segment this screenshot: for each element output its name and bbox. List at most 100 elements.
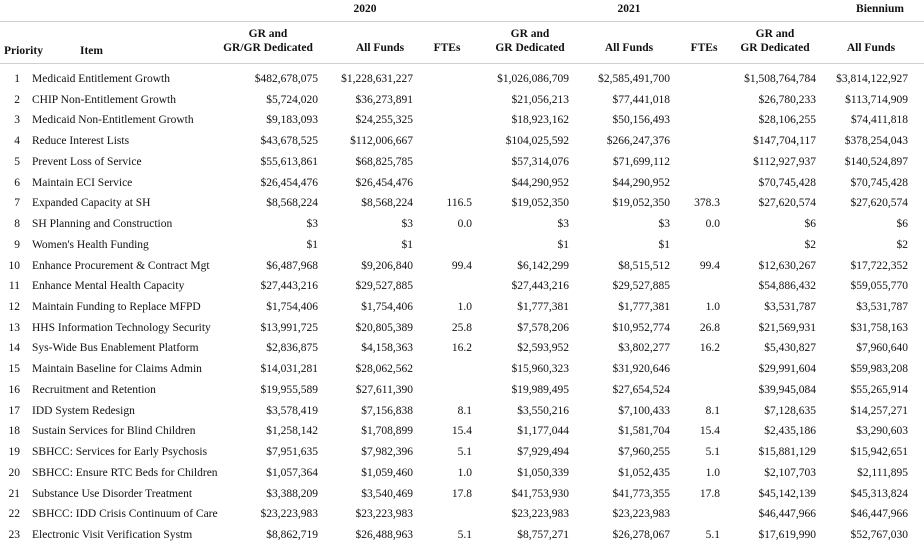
amount-cell: $70,745,428 [850, 176, 909, 189]
amount-cell: 5.1 [705, 529, 720, 542]
amount-cell: $13,991,725 [260, 321, 319, 334]
amount-cell: $378,254,043 [844, 135, 908, 148]
header-rule [0, 21, 924, 22]
amount-cell: $3,550,216 [517, 404, 569, 417]
priority-number: 11 [8, 280, 20, 293]
amount-cell: $41,773,355 [612, 487, 671, 500]
amount-cell: $1,754,406 [266, 301, 318, 314]
amount-cell: 378.3 [694, 197, 720, 210]
amount-cell: $39,945,084 [758, 383, 817, 396]
amount-cell: $14,257,271 [850, 404, 909, 417]
amount-cell: $7,100,433 [618, 404, 670, 417]
amount-cell: $1,026,086,709 [497, 73, 569, 85]
amount-cell: 17.8 [699, 487, 720, 500]
amount-cell: $1,777,381 [517, 301, 569, 314]
amount-cell: $482,678,075 [254, 73, 318, 85]
amount-cell: $46,447,966 [850, 508, 909, 521]
amount-cell: $1,057,364 [266, 466, 318, 479]
column-header: FTEs [690, 42, 718, 54]
amount-cell: $8,515,512 [618, 259, 670, 272]
amount-cell: $21,056,213 [511, 93, 570, 106]
amount-cell: 8.1 [705, 404, 720, 417]
amount-cell: 116.5 [446, 197, 472, 210]
item-name: Women's Health Funding [32, 238, 149, 251]
item-name: Medicaid Non-Entitlement Growth [32, 114, 194, 127]
amount-cell: 16.2 [699, 342, 720, 355]
amount-cell: $45,313,824 [850, 487, 909, 500]
item-name: Expanded Capacity at SH [32, 197, 151, 210]
item-name: HHS Information Technology Security [32, 321, 211, 334]
amount-cell: $21,569,931 [758, 321, 817, 334]
amount-cell: $46,447,966 [758, 508, 817, 521]
amount-cell: 5.1 [705, 446, 720, 459]
amount-cell: 5.1 [457, 446, 472, 459]
amount-cell: $26,454,476 [260, 176, 319, 189]
amount-cell: $7,578,206 [517, 321, 569, 334]
amount-cell: $4,158,363 [361, 342, 413, 355]
amount-cell: $104,025,592 [505, 135, 569, 148]
amount-cell: $7,960,640 [856, 342, 908, 355]
amount-cell: $8,568,224 [266, 197, 318, 210]
item-name: Maintain Funding to Replace MFPD [32, 301, 201, 314]
item-name: SBHCC: IDD Crisis Continuum of Care [32, 508, 218, 521]
priority-number: 6 [14, 176, 20, 189]
amount-cell: $6,487,968 [266, 259, 318, 272]
amount-cell: $15,942,651 [850, 446, 909, 459]
amount-cell: $1,508,764,784 [744, 73, 816, 85]
amount-cell: $2 [804, 238, 817, 251]
priority-number: 5 [14, 155, 20, 168]
amount-cell: $17,722,352 [850, 259, 909, 272]
column-header: GR Dedicated [495, 42, 565, 54]
item-name: Enhance Mental Health Capacity [32, 280, 185, 293]
amount-cell: $3,531,787 [856, 301, 908, 314]
amount-cell: $20,805,389 [355, 321, 414, 334]
priority-number: 22 [8, 508, 21, 521]
amount-cell: 0.0 [705, 218, 720, 231]
amount-cell: $3,802,277 [618, 342, 670, 355]
column-header: GR Dedicated [740, 42, 810, 54]
amount-cell: $31,758,163 [850, 321, 909, 334]
amount-cell: $19,052,350 [612, 197, 671, 210]
item-name: Enhance Procurement & Contract Mgt [32, 259, 210, 272]
header-rule [0, 63, 924, 64]
item-name: SBHCC: Services for Early Psychosis [32, 446, 208, 459]
amount-cell: $26,278,067 [612, 529, 671, 542]
amount-cell: $74,411,818 [850, 114, 908, 127]
amount-cell: $29,527,885 [355, 280, 414, 293]
amount-cell: $2,111,895 [857, 466, 908, 479]
amount-cell: $26,454,476 [355, 176, 414, 189]
amount-cell: $1,050,339 [517, 466, 569, 479]
amount-cell: $1,052,435 [618, 466, 670, 479]
amount-cell: $266,247,376 [606, 135, 670, 148]
amount-cell: $23,223,983 [511, 508, 570, 521]
amount-cell: 0.0 [457, 218, 472, 231]
amount-cell: $1,258,142 [266, 425, 318, 438]
amount-cell: $6,142,299 [517, 259, 569, 272]
amount-cell: $55,613,861 [260, 155, 319, 168]
amount-cell: $14,031,281 [260, 363, 319, 376]
amount-cell: $27,443,216 [260, 280, 319, 293]
amount-cell: $1 [401, 238, 414, 251]
amount-cell: $44,290,952 [612, 176, 671, 189]
amount-cell: 15.4 [451, 425, 472, 438]
amount-cell: $29,991,604 [758, 363, 817, 376]
amount-cell: $57,314,076 [511, 155, 570, 168]
amount-cell: $1,754,406 [361, 301, 413, 314]
amount-cell: $45,142,139 [758, 487, 817, 500]
amount-cell: 1.0 [705, 301, 720, 314]
amount-cell: $112,927,937 [753, 155, 816, 168]
column-header: GR and [510, 28, 550, 40]
priority-number: 7 [14, 197, 20, 210]
amount-cell: $55,265,914 [850, 383, 909, 396]
amount-cell: 15.4 [699, 425, 720, 438]
amount-cell: $3,540,469 [361, 487, 413, 500]
amount-cell: $23,223,983 [612, 508, 671, 521]
amount-cell: $140,524,897 [844, 155, 908, 168]
amount-cell: $1 [557, 238, 570, 251]
amount-cell: $8,862,719 [266, 529, 318, 542]
amount-cell: $147,704,117 [753, 135, 816, 148]
amount-cell: 1.0 [457, 301, 472, 314]
item-name: SH Planning and Construction [32, 218, 173, 231]
amount-cell: $3 [306, 218, 319, 231]
year-header: 2021 [617, 3, 641, 15]
